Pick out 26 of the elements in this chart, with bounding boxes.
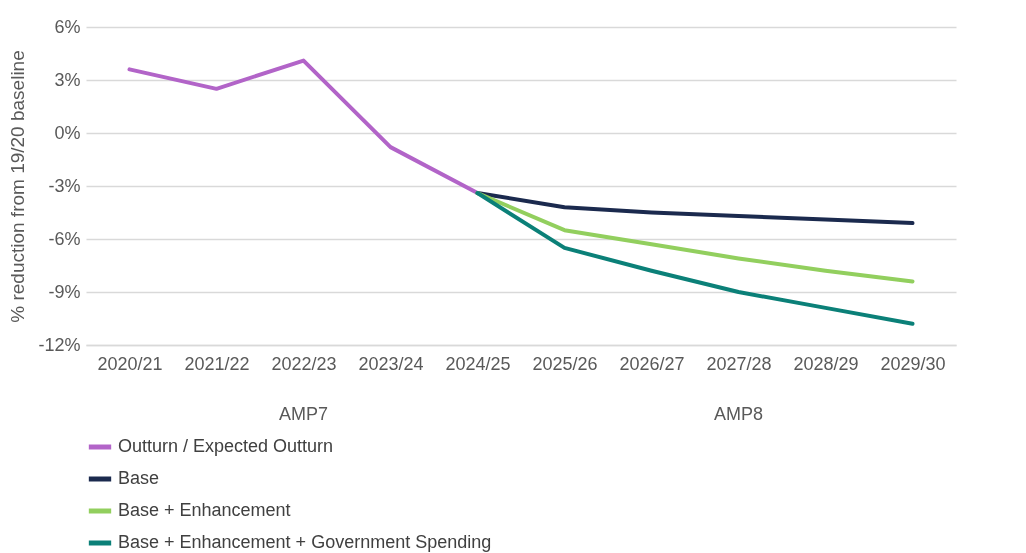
legend-label: Base + Enhancement [118, 500, 291, 520]
y-axis-title: % reduction from 19/20 baseline [7, 50, 29, 323]
line-series [475, 191, 915, 326]
x-tick-label: 2022/23 [271, 353, 337, 374]
legend-label: Base + Enhancement + Government Spending [118, 532, 492, 552]
line-series [127, 58, 480, 196]
y-tick-label: -12% [38, 334, 81, 355]
x-tick-label: 2020/21 [97, 353, 163, 374]
x-tick-label: 2027/28 [706, 353, 772, 374]
y-tick-label: -3% [48, 175, 81, 196]
x-tick-label: 2023/24 [358, 353, 424, 374]
x-tick-label: 2028/29 [793, 353, 859, 374]
x-tick-label: 2026/27 [619, 353, 685, 374]
x-tick-label: 2029/30 [880, 353, 946, 374]
legend-label: Base [118, 468, 160, 488]
y-tick-label: -9% [48, 281, 81, 302]
x-tick-label: 2025/26 [532, 353, 598, 374]
y-tick-label: -6% [48, 228, 81, 249]
y-tick-label: 3% [54, 69, 81, 90]
y-tick-label: 0% [54, 122, 81, 143]
text: AMP8 [713, 404, 764, 424]
legend-label: Outturn / Expected Outturn [118, 436, 334, 456]
x-tick-label: 2021/22 [184, 353, 250, 374]
x-tick-label: 2024/25 [445, 353, 511, 374]
y-tick-label: 6% [54, 16, 81, 37]
text: AMP7 [278, 404, 329, 424]
